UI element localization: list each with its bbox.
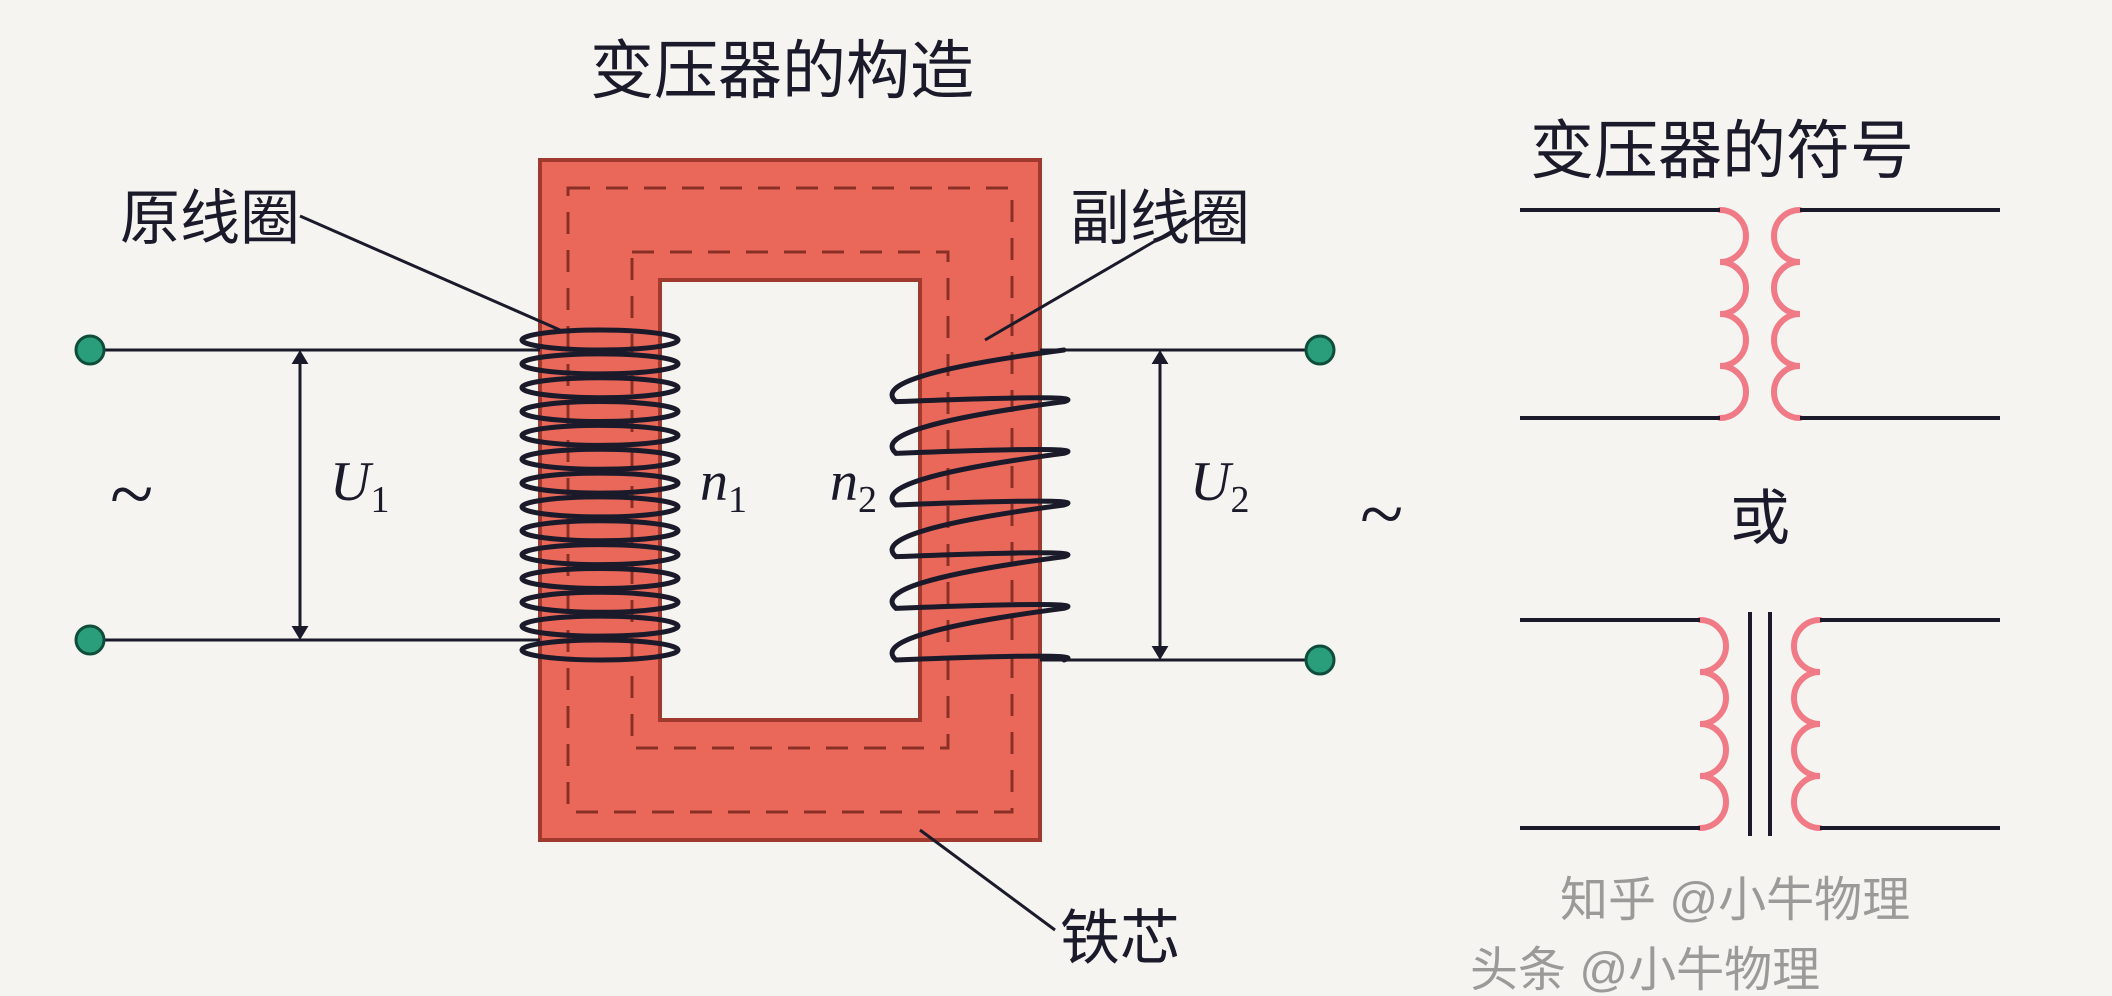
label-primary-coil: 原线圈 [120,170,300,257]
U2-sub: 2 [1230,479,1249,521]
ac-left: ~ [110,450,153,541]
watermark-zhihu: 知乎 @小牛物理 [1560,860,1910,930]
n1-sub: 1 [728,479,747,521]
label-or: 或 [1730,470,1790,557]
title-construction: 变压器的构造 [590,20,974,112]
label-secondary-coil: 副线圈 [1070,170,1250,257]
U1-var: U [330,451,370,513]
U2-var: U [1190,451,1230,513]
label-U2: U2 [1190,450,1249,522]
label-core: 铁芯 [1060,890,1180,977]
n2-var: n [830,451,858,513]
U1-sub: 1 [370,479,389,521]
label-n2: n2 [830,450,877,522]
title-symbol: 变压器的符号 [1530,100,1914,192]
n1-var: n [700,451,728,513]
ac-right: ~ [1360,470,1403,561]
n2-sub: 2 [858,479,877,521]
label-n1: n1 [700,450,747,522]
watermark-toutiao: 头条 @小牛物理 [1470,930,1820,996]
label-U1: U1 [330,450,389,522]
